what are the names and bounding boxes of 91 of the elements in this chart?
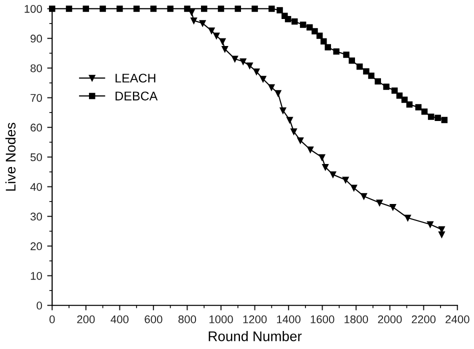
point xyxy=(218,6,224,12)
x-axis-title: Round Number xyxy=(208,331,302,342)
point xyxy=(427,221,434,228)
point xyxy=(316,32,323,39)
point xyxy=(396,92,403,99)
point xyxy=(406,101,413,108)
y-tick-label: 50 xyxy=(30,153,42,162)
x-tick-label: 0 xyxy=(49,315,55,324)
point xyxy=(330,171,336,178)
point xyxy=(219,38,226,44)
point xyxy=(100,6,106,12)
point xyxy=(280,107,286,114)
point xyxy=(391,87,398,94)
x-tick-label: 1800 xyxy=(344,315,368,324)
x-tick-label: 600 xyxy=(144,315,162,324)
point xyxy=(300,22,306,28)
point xyxy=(82,6,90,12)
point xyxy=(116,6,123,12)
point xyxy=(368,72,374,79)
point xyxy=(292,18,298,25)
x-tick-label: 1200 xyxy=(243,315,267,324)
x-tick-label: 2200 xyxy=(412,315,436,324)
point xyxy=(167,6,174,12)
point xyxy=(383,84,390,90)
point xyxy=(213,32,220,39)
point xyxy=(306,24,313,31)
y-tick-label: 30 xyxy=(30,212,42,221)
point xyxy=(374,78,381,85)
x-tick-label: 1000 xyxy=(209,315,233,324)
point xyxy=(208,28,215,34)
point xyxy=(312,28,318,34)
point xyxy=(268,84,275,90)
point xyxy=(421,108,428,115)
y-tick-label: 20 xyxy=(30,242,42,250)
y-tick-label: 0 xyxy=(36,302,42,310)
y-tick-label: 10 xyxy=(30,272,42,280)
point xyxy=(318,154,326,160)
y-tick-label: 60 xyxy=(30,124,42,132)
point xyxy=(274,90,282,96)
point xyxy=(434,114,441,122)
y-axis-title: Live Nodes xyxy=(5,122,16,191)
point xyxy=(253,68,260,75)
point xyxy=(376,200,383,206)
point xyxy=(348,58,355,64)
point xyxy=(324,44,332,50)
point xyxy=(190,17,197,24)
point xyxy=(286,116,293,124)
point xyxy=(401,96,408,103)
point xyxy=(222,46,228,52)
y-tick-label: 40 xyxy=(30,182,42,191)
point xyxy=(200,6,208,12)
point xyxy=(343,52,350,58)
y-tick-label: 70 xyxy=(30,94,42,102)
point xyxy=(415,104,422,110)
point xyxy=(438,231,445,238)
point xyxy=(290,128,297,135)
y-tick-label: 100 xyxy=(24,4,42,13)
point xyxy=(234,6,242,12)
point xyxy=(252,6,258,12)
point xyxy=(49,6,56,12)
x-tick-label: 800 xyxy=(178,315,196,324)
point xyxy=(363,68,370,74)
legend-label: LEACH xyxy=(116,74,156,83)
point xyxy=(333,48,340,55)
point xyxy=(240,58,246,65)
point xyxy=(133,6,140,12)
point xyxy=(320,38,327,44)
point xyxy=(350,184,358,192)
y-tick-label: 90 xyxy=(30,34,42,43)
point xyxy=(276,7,283,14)
point xyxy=(428,114,434,120)
x-tick-label: 400 xyxy=(110,315,129,324)
point xyxy=(66,6,72,12)
point xyxy=(150,6,157,12)
point xyxy=(284,16,292,22)
point xyxy=(342,176,349,184)
x-tick-label: 200 xyxy=(77,315,95,324)
point xyxy=(268,6,275,12)
x-tick-label: 1600 xyxy=(310,315,334,324)
point xyxy=(356,63,363,70)
point xyxy=(199,20,206,26)
x-tick-label: 2000 xyxy=(378,315,402,324)
point xyxy=(390,204,396,210)
point xyxy=(184,6,190,12)
x-tick-label: 1400 xyxy=(277,315,300,324)
legend-label: DEBCA xyxy=(116,92,158,100)
point xyxy=(441,116,448,124)
x-tick-label: 2400 xyxy=(446,315,470,324)
point xyxy=(297,137,304,144)
point xyxy=(260,76,266,82)
y-tick-label: 80 xyxy=(30,64,42,72)
